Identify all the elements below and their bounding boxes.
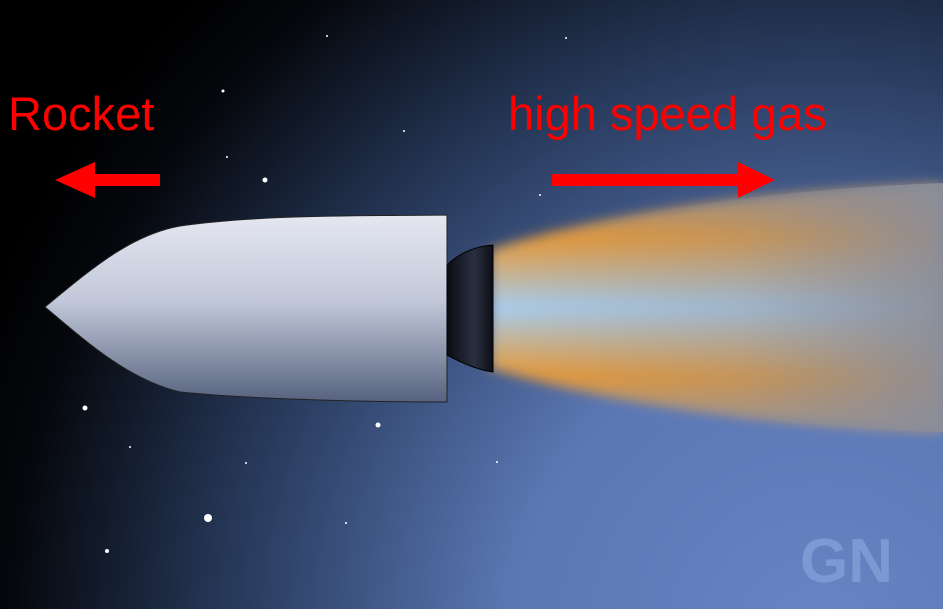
watermark: GN (800, 527, 893, 596)
rocket-label: Rocket (8, 87, 154, 140)
rocket-nozzle (447, 245, 493, 372)
arrow-left-shaft (92, 174, 160, 186)
page: Rocket high speed gas GN (() => { const … (0, 0, 943, 609)
gas-label: high speed gas (508, 87, 827, 140)
illustration: Rocket high speed gas GN (0, 0, 943, 609)
arrow-right-shaft (552, 174, 742, 186)
